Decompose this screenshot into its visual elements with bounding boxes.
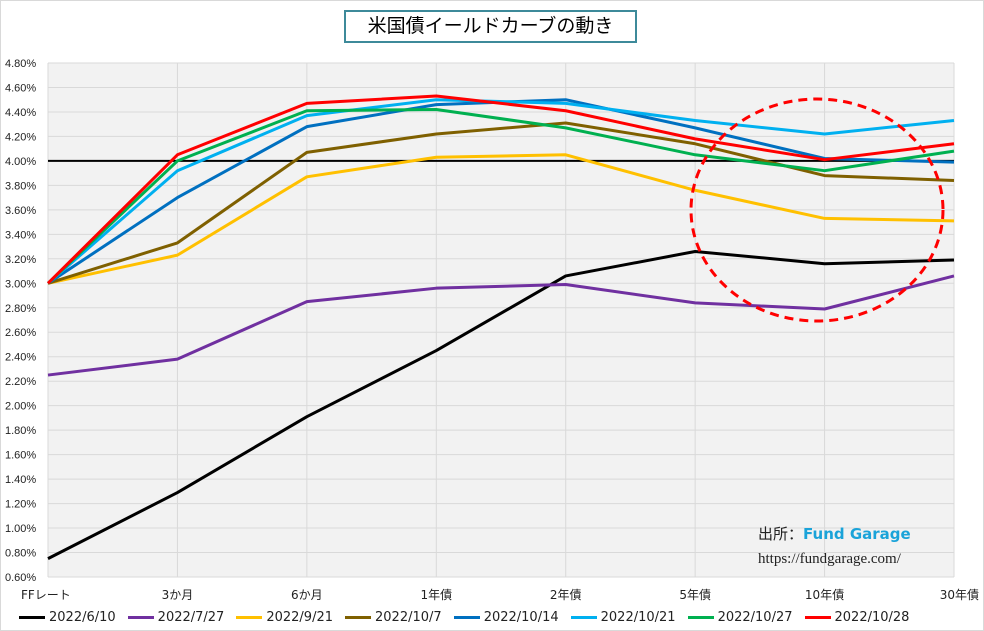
y-tick-label: 0.80%	[5, 548, 36, 560]
series-line-2022/10/7	[47, 121, 955, 285]
legend-swatch	[127, 616, 154, 619]
legend-item: 2022/10/21	[570, 610, 676, 625]
legend-swatch	[804, 616, 831, 619]
y-tick-label: 4.60%	[5, 82, 36, 94]
source-url: https://fundgarage.com/	[758, 551, 901, 567]
x-tick-label: 6か月	[291, 588, 323, 602]
x-tick-label: 2年債	[550, 587, 582, 602]
highlight-circle	[689, 97, 945, 323]
y-tick-label: 2.40%	[5, 352, 36, 364]
y-tick-label: 3.80%	[5, 180, 36, 192]
y-tick-label: 4.20%	[5, 131, 36, 143]
chart-title: 米国債イールドカーブの動き	[344, 10, 637, 43]
y-tick-label: 4.80%	[5, 58, 36, 70]
x-tick-label: 10年債	[805, 587, 844, 602]
legend-label: 2022/10/21	[600, 610, 676, 625]
series-line-2022/10/28	[46, 94, 955, 285]
y-tick-label: 3.60%	[5, 205, 36, 217]
legend-swatch	[453, 616, 480, 619]
legend-label: 2022/7/27	[157, 610, 225, 625]
legend-swatch	[236, 616, 263, 619]
legend-label: 2022/10/28	[834, 610, 910, 625]
y-tick-label: 0.60%	[5, 572, 36, 584]
x-tick-label: 1年債	[420, 587, 452, 602]
y-tick-label: 1.40%	[5, 474, 36, 486]
y-tick-label: 4.40%	[5, 107, 36, 119]
legend-swatch	[687, 616, 714, 619]
y-tick-label: 2.20%	[5, 376, 36, 388]
legend-label: 2022/6/10	[49, 610, 116, 625]
source-prefix: 出所：	[758, 525, 804, 543]
legend-item: 2022/10/7	[345, 610, 442, 625]
y-tick-label: 3.20%	[5, 254, 36, 266]
legend-label: 2022/10/14	[483, 610, 559, 625]
legend-label: 2022/9/21	[266, 610, 334, 625]
legend-item: 2022/9/21	[236, 610, 333, 625]
y-tick-label: 3.00%	[5, 278, 36, 290]
legend-item: 2022/6/10	[19, 610, 116, 625]
series-line-2022/9/21	[47, 153, 955, 285]
series-line-2022/10/27	[46, 108, 955, 285]
series-line-2022/7/27	[47, 274, 955, 377]
y-tick-label: 1.80%	[5, 425, 36, 437]
x-tick-label: 5年債	[679, 587, 711, 602]
x-tick-label: FFレート	[21, 588, 71, 602]
legend: 2022/6/10 2022/7/27 2022/9/21 2022/10/7 2022…	[19, 610, 921, 625]
y-tick-label: 2.00%	[5, 401, 36, 413]
legend-item: 2022/7/27	[127, 610, 225, 625]
y-tick-label: 4.00%	[5, 156, 36, 168]
legend-swatch	[345, 616, 372, 619]
source-label: 出所：Fund Garage	[758, 523, 911, 544]
legend-label: 2022/10/27	[717, 610, 793, 625]
y-tick-label: 1.20%	[5, 499, 36, 511]
y-tick-label: 1.00%	[5, 523, 36, 535]
legend-swatch	[19, 616, 45, 619]
source-brand: Fund Garage	[803, 525, 911, 543]
series-line-2022/10/21	[47, 98, 955, 285]
x-tick-label: 3か月	[162, 588, 194, 602]
legend-swatch	[570, 616, 597, 619]
series-line-2022/6/10	[47, 249, 955, 560]
legend-item: 2022/10/27	[687, 610, 793, 625]
y-tick-label: 1.60%	[5, 450, 36, 462]
y-tick-label: 2.80%	[5, 303, 36, 315]
x-tick-label: 30年債	[940, 587, 979, 602]
legend-item: 2022/10/28	[804, 610, 910, 625]
legend-item: 2022/10/14	[453, 610, 559, 625]
y-tick-label: 2.60%	[5, 327, 36, 339]
y-tick-label: 3.40%	[5, 229, 36, 241]
legend-label: 2022/10/7	[375, 610, 442, 625]
